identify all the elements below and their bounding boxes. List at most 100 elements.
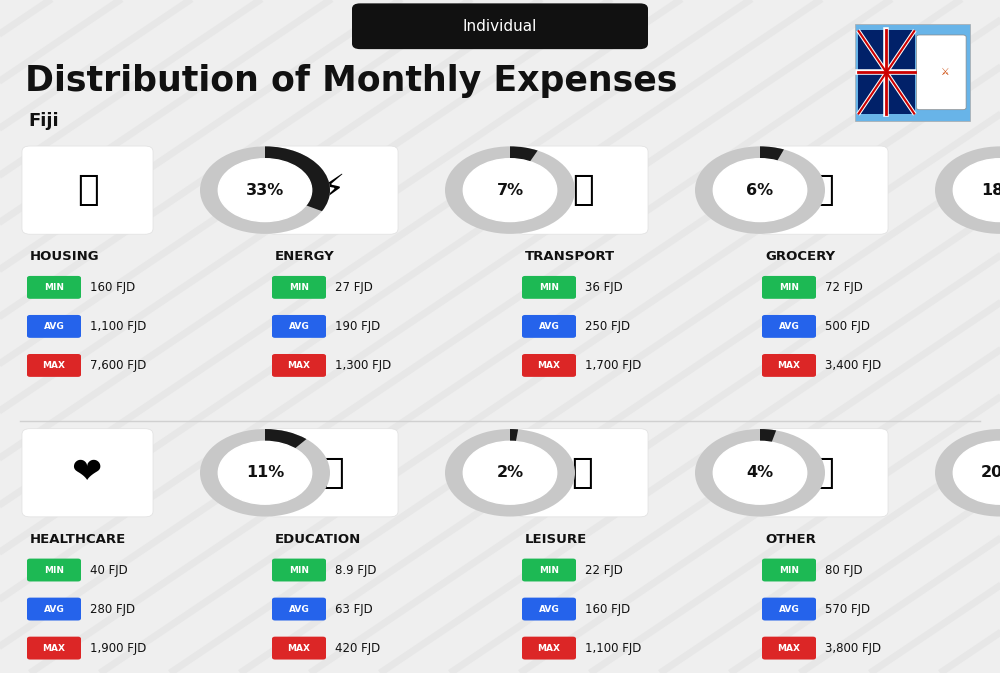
Text: 18%: 18%	[981, 182, 1000, 198]
Text: 1,100 FJD: 1,100 FJD	[585, 641, 641, 655]
Circle shape	[953, 441, 1000, 504]
Text: 33%: 33%	[246, 182, 284, 198]
Text: MIN: MIN	[44, 565, 64, 575]
Circle shape	[953, 159, 1000, 221]
Bar	[858, 30, 915, 114]
Text: 250 FJD: 250 FJD	[585, 320, 630, 333]
Text: MIN: MIN	[779, 565, 799, 575]
Text: Distribution of Monthly Expenses: Distribution of Monthly Expenses	[25, 64, 677, 98]
Text: 1,900 FJD: 1,900 FJD	[90, 641, 146, 655]
Wedge shape	[200, 147, 330, 234]
Text: 190 FJD: 190 FJD	[335, 320, 380, 333]
Circle shape	[463, 441, 557, 504]
Text: 6%: 6%	[746, 182, 774, 198]
Text: 27 FJD: 27 FJD	[335, 281, 373, 294]
Text: AVG: AVG	[539, 322, 559, 331]
Text: 1,100 FJD: 1,100 FJD	[90, 320, 146, 333]
Wedge shape	[695, 429, 825, 517]
Text: AVG: AVG	[44, 322, 64, 331]
Text: MAX: MAX	[288, 361, 311, 370]
Text: AVG: AVG	[289, 604, 309, 614]
Wedge shape	[695, 147, 825, 234]
Text: AVG: AVG	[289, 322, 309, 331]
FancyBboxPatch shape	[762, 559, 816, 581]
FancyBboxPatch shape	[27, 598, 81, 621]
Wedge shape	[510, 147, 538, 164]
Text: 2%: 2%	[496, 465, 524, 481]
Text: 160 FJD: 160 FJD	[90, 281, 135, 294]
FancyBboxPatch shape	[916, 35, 966, 110]
FancyBboxPatch shape	[27, 276, 81, 299]
FancyBboxPatch shape	[267, 146, 398, 234]
Text: MIN: MIN	[289, 565, 309, 575]
Wedge shape	[760, 429, 776, 444]
Text: AVG: AVG	[539, 604, 559, 614]
Text: 280 FJD: 280 FJD	[90, 602, 135, 616]
FancyBboxPatch shape	[272, 559, 326, 581]
Text: 20%: 20%	[981, 465, 1000, 481]
FancyBboxPatch shape	[855, 24, 970, 121]
FancyBboxPatch shape	[757, 146, 888, 234]
Text: MAX: MAX	[538, 361, 560, 370]
Text: EDUCATION: EDUCATION	[275, 533, 361, 546]
FancyBboxPatch shape	[267, 429, 398, 517]
FancyBboxPatch shape	[27, 559, 81, 581]
Text: 7,600 FJD: 7,600 FJD	[90, 359, 146, 372]
Text: MAX: MAX	[778, 361, 800, 370]
Text: 🏢: 🏢	[77, 173, 98, 207]
Text: 🛒: 🛒	[812, 173, 833, 207]
Circle shape	[713, 441, 807, 504]
Text: MAX: MAX	[538, 643, 560, 653]
Text: 40 FJD: 40 FJD	[90, 563, 128, 577]
Text: Individual: Individual	[463, 19, 537, 34]
Text: 1,700 FJD: 1,700 FJD	[585, 359, 641, 372]
Text: HOUSING: HOUSING	[30, 250, 100, 263]
FancyBboxPatch shape	[27, 637, 81, 660]
Circle shape	[218, 441, 312, 504]
FancyBboxPatch shape	[272, 354, 326, 377]
Text: AVG: AVG	[779, 322, 799, 331]
Circle shape	[713, 159, 807, 221]
Text: 80 FJD: 80 FJD	[825, 563, 863, 577]
Text: OTHER: OTHER	[765, 533, 816, 546]
Text: 💼: 💼	[812, 456, 833, 490]
Wedge shape	[265, 429, 306, 450]
FancyBboxPatch shape	[762, 637, 816, 660]
FancyBboxPatch shape	[272, 315, 326, 338]
Text: AVG: AVG	[44, 604, 64, 614]
Text: 36 FJD: 36 FJD	[585, 281, 623, 294]
FancyBboxPatch shape	[27, 354, 81, 377]
FancyBboxPatch shape	[522, 315, 576, 338]
FancyBboxPatch shape	[522, 559, 576, 581]
Wedge shape	[445, 429, 575, 517]
Text: MIN: MIN	[289, 283, 309, 292]
Wedge shape	[760, 147, 784, 163]
Text: 1,300 FJD: 1,300 FJD	[335, 359, 391, 372]
FancyBboxPatch shape	[762, 598, 816, 621]
Text: 🛍️: 🛍️	[572, 456, 593, 490]
Text: 63 FJD: 63 FJD	[335, 602, 373, 616]
Wedge shape	[445, 147, 575, 234]
Text: 7%: 7%	[496, 182, 524, 198]
Circle shape	[218, 159, 312, 221]
Wedge shape	[200, 429, 330, 517]
Text: TRANSPORT: TRANSPORT	[525, 250, 615, 263]
Text: MIN: MIN	[539, 283, 559, 292]
Wedge shape	[935, 429, 1000, 517]
FancyBboxPatch shape	[757, 429, 888, 517]
Text: MIN: MIN	[44, 283, 64, 292]
Text: 420 FJD: 420 FJD	[335, 641, 380, 655]
Text: LEISURE: LEISURE	[525, 533, 587, 546]
FancyBboxPatch shape	[22, 146, 153, 234]
Text: ENERGY: ENERGY	[275, 250, 335, 263]
FancyBboxPatch shape	[272, 637, 326, 660]
FancyBboxPatch shape	[22, 429, 153, 517]
Text: MAX: MAX	[288, 643, 311, 653]
Text: MAX: MAX	[42, 361, 66, 370]
FancyBboxPatch shape	[522, 354, 576, 377]
Text: MIN: MIN	[779, 283, 799, 292]
Circle shape	[463, 159, 557, 221]
Text: ❤️: ❤️	[72, 456, 103, 490]
Wedge shape	[265, 147, 330, 211]
FancyBboxPatch shape	[352, 3, 648, 49]
